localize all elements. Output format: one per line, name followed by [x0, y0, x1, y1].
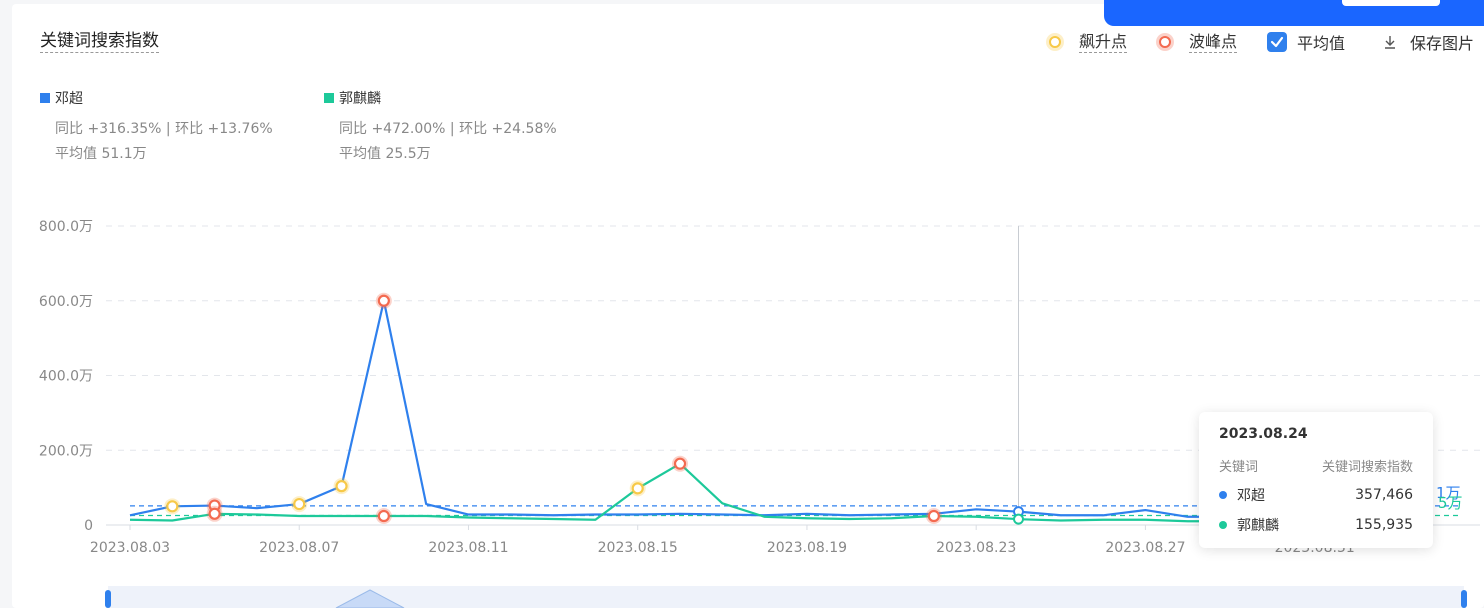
peak-point	[673, 457, 687, 470]
rise-point	[293, 497, 306, 511]
y-tick-label: 800.0万	[39, 219, 93, 235]
legend-yoy: 同比 +472.00% | 环比 +24.58%	[339, 121, 557, 137]
download-icon	[1385, 36, 1395, 49]
x-tick-label: 2023.08.15	[598, 540, 678, 556]
zoom-slider-track[interactable]	[108, 586, 1464, 608]
x-tick-label: 2023.08.03	[90, 540, 170, 556]
legend-swatch	[324, 93, 334, 103]
tooltip-value: 357,466	[1355, 487, 1413, 503]
zoom-slider-right-handle[interactable]	[1461, 590, 1467, 608]
peak-point	[927, 509, 940, 523]
rise-point	[631, 482, 644, 495]
y-tick-label: 400.0万	[39, 369, 93, 385]
peak-point-icon	[1159, 36, 1171, 48]
x-tick-label: 2023.08.07	[259, 540, 339, 556]
peak-toggle-label: 波峰点	[1189, 31, 1238, 53]
series-line	[129, 299, 1357, 518]
chart-title: 关键词搜索指数	[40, 31, 159, 53]
average-checkbox[interactable]	[1267, 32, 1287, 52]
tooltip-col-keyword: 关键词	[1219, 460, 1259, 475]
x-tick-label: 2023.08.11	[428, 540, 508, 556]
legend-yoy: 同比 +316.35% | 环比 +13.76%	[55, 121, 273, 137]
x-tick-label: 2023.08.27	[1105, 540, 1185, 556]
y-tick-label: 600.0万	[39, 294, 93, 310]
average-toggle-label: 平均值	[1297, 34, 1346, 53]
hover-point	[1013, 513, 1024, 525]
peak-point	[377, 294, 390, 307]
y-tick-label: 200.0万	[39, 443, 93, 459]
slider-preview-shape	[335, 589, 405, 608]
rise-point	[335, 480, 348, 493]
tooltip-dot	[1219, 491, 1227, 499]
chart-tooltip: 2023.08.24 关键词 关键词搜索指数 邓超 357,466 郭麒麟 15…	[1199, 412, 1433, 548]
peak-point	[208, 507, 221, 520]
tooltip-name: 郭麒麟	[1237, 518, 1279, 534]
tooltip-name: 邓超	[1237, 488, 1265, 504]
x-tick-label: 2023.08.23	[936, 540, 1016, 556]
check-icon	[1270, 36, 1284, 48]
series-line	[129, 462, 1357, 523]
rise-point-icon	[1049, 36, 1061, 48]
legend-series-2[interactable]: 郭麒麟	[324, 88, 381, 108]
tooltip-value: 155,935	[1355, 517, 1413, 533]
save-image-button[interactable]: 保存图片	[1382, 30, 1474, 54]
tooltip-dot	[1219, 521, 1227, 529]
save-image-label: 保存图片	[1410, 34, 1475, 53]
notification-button[interactable]	[1342, 0, 1440, 6]
tooltip-row: 郭麒麟 155,935	[1219, 515, 1413, 535]
average-label-series-1: 1万	[1436, 484, 1461, 502]
average-label-series-2: 5万	[1438, 494, 1463, 512]
peak-toggle[interactable]: 波峰点	[1159, 30, 1238, 54]
legend-swatch	[40, 93, 50, 103]
legend-series-1[interactable]: 邓超	[40, 88, 83, 108]
legend-name: 郭麒麟	[339, 91, 381, 107]
rise-point	[166, 500, 179, 513]
zoom-slider-left-handle[interactable]	[105, 590, 111, 608]
legend-average: 平均值 25.5万	[339, 146, 431, 162]
tooltip-row: 邓超 357,466	[1219, 485, 1413, 505]
legend-average: 平均值 51.1万	[55, 146, 147, 162]
average-toggle[interactable]: 平均值	[1267, 30, 1345, 54]
peak-point	[377, 509, 390, 523]
y-tick-label: 0	[84, 518, 93, 534]
rise-toggle[interactable]: 飙升点	[1049, 30, 1128, 54]
tooltip-col-index: 关键词搜索指数	[1321, 460, 1413, 475]
legend-name: 邓超	[55, 91, 83, 107]
x-tick-label: 2023.08.19	[767, 540, 847, 556]
tooltip-date: 2023.08.24	[1219, 426, 1308, 442]
rise-toggle-label: 飙升点	[1079, 31, 1128, 53]
